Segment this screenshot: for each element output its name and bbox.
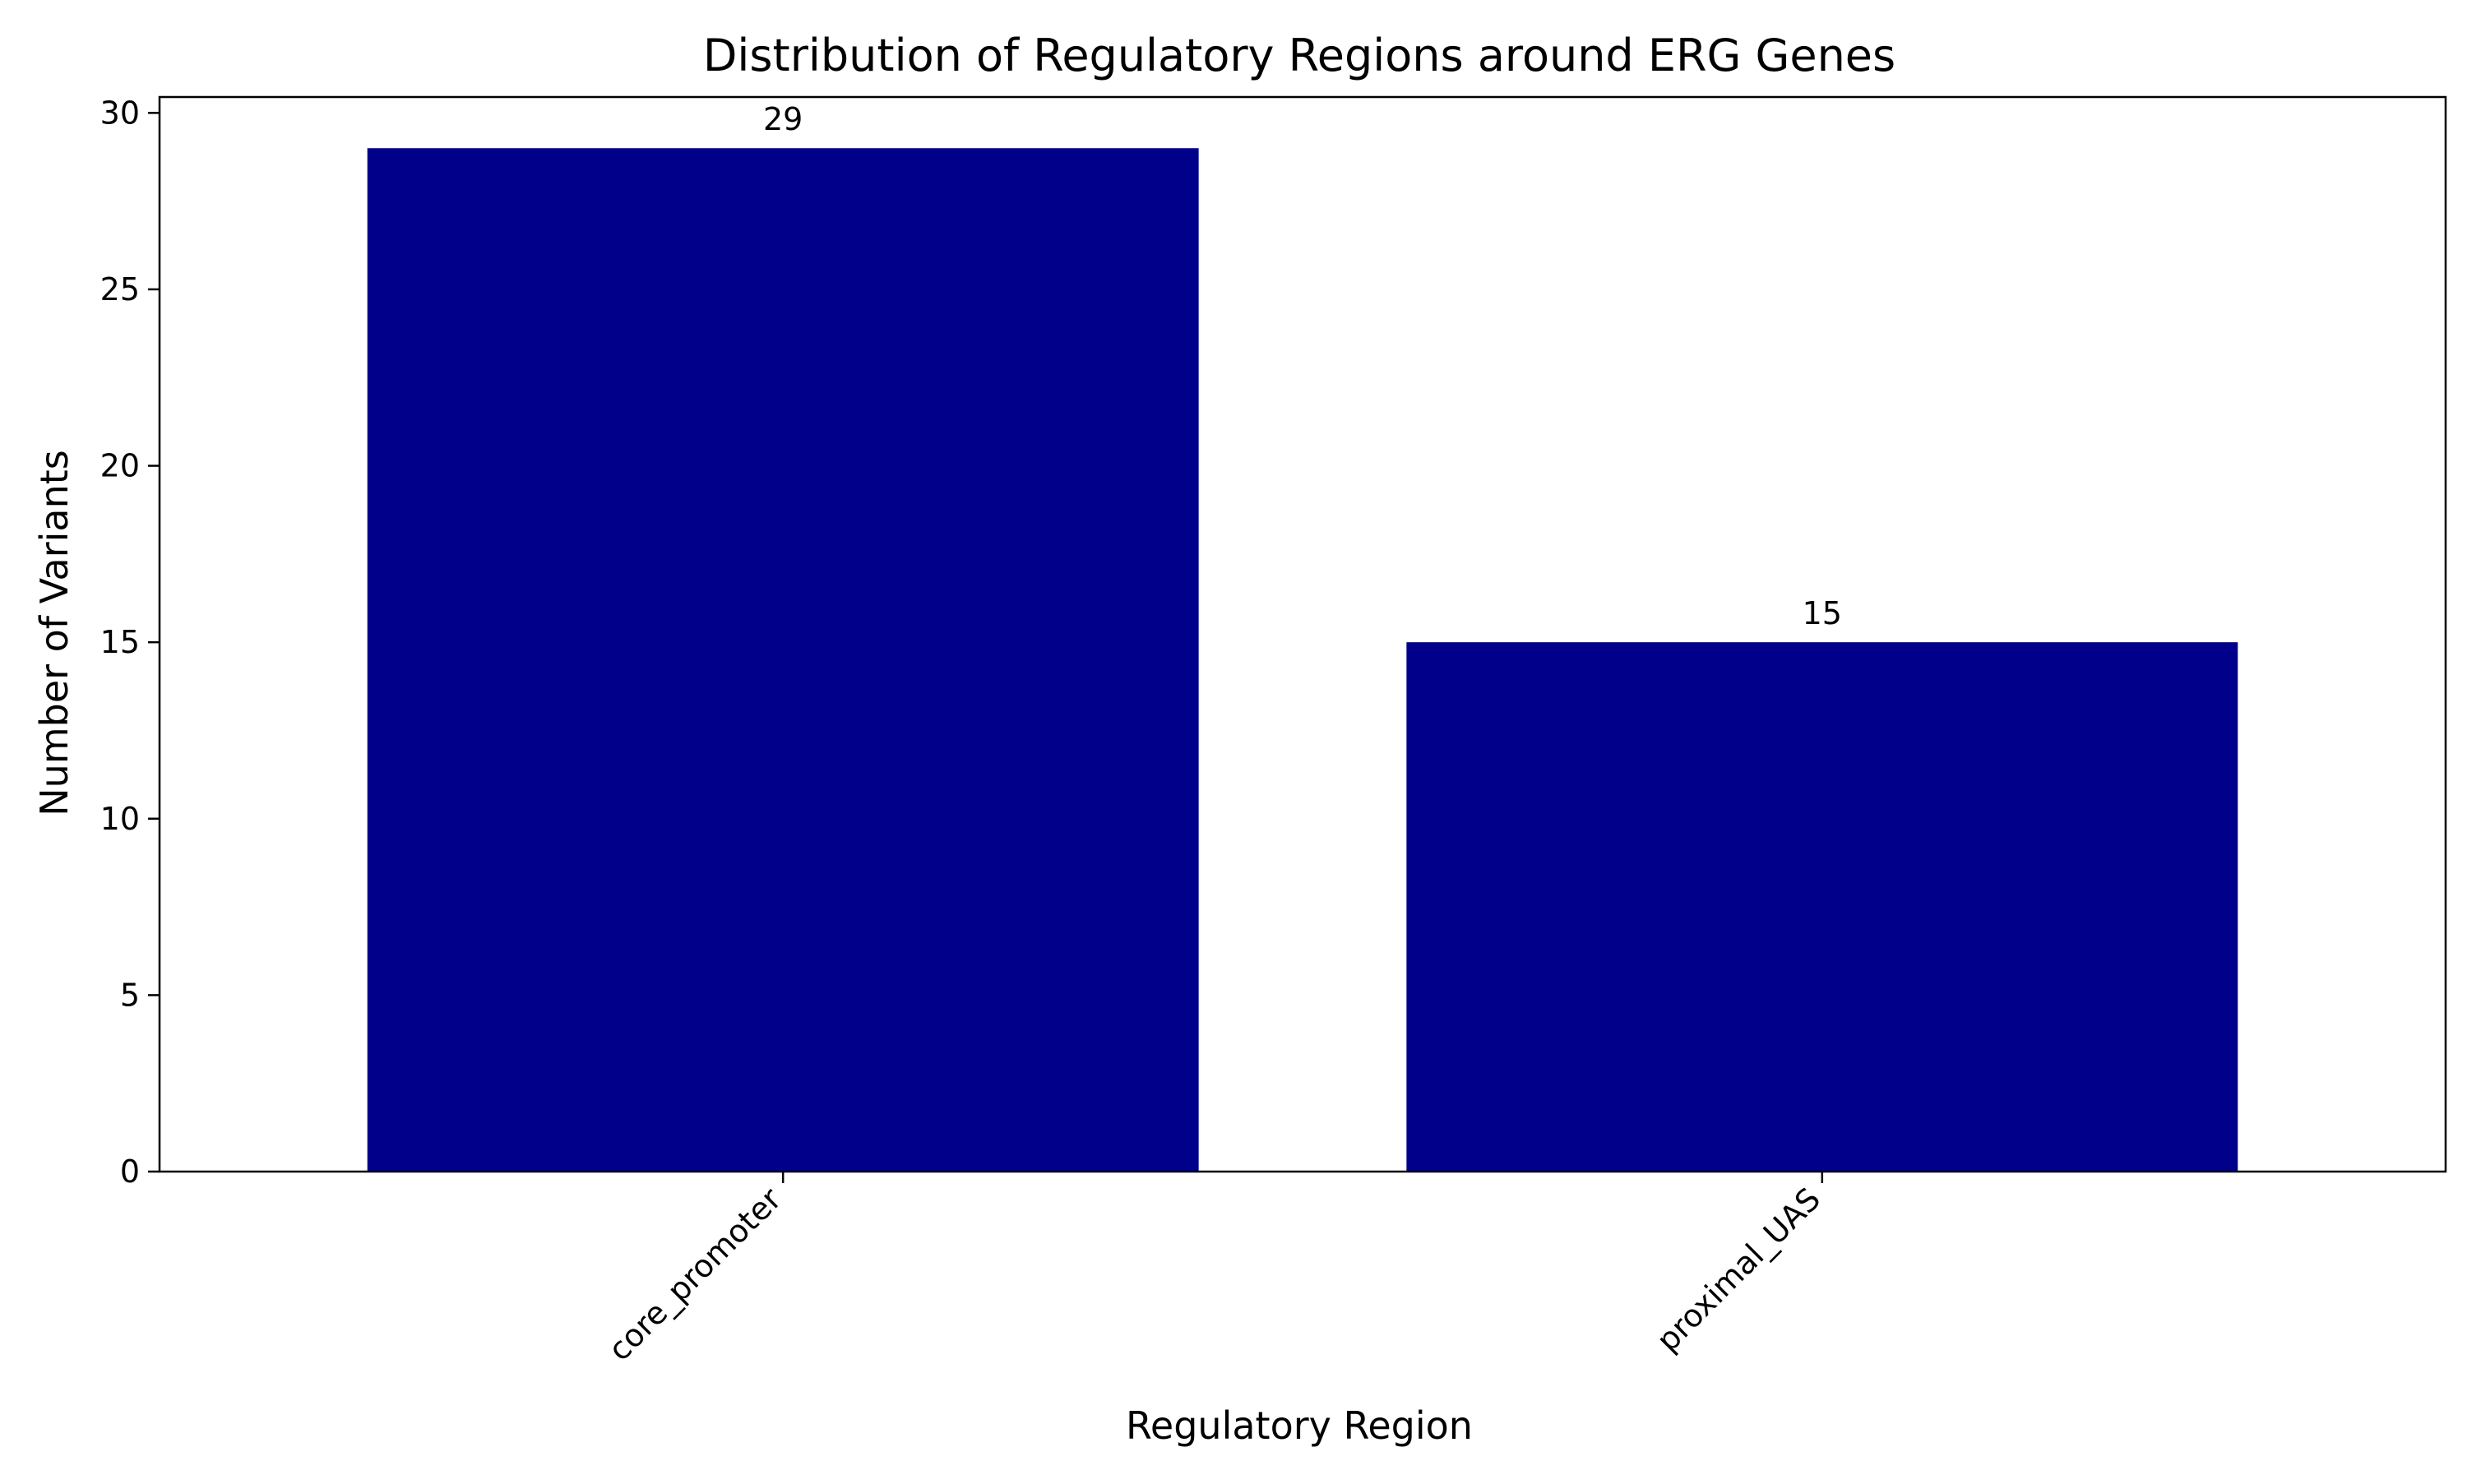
y-tick-label: 25 bbox=[100, 271, 140, 307]
y-tick-label: 0 bbox=[120, 1153, 140, 1190]
data-labels-group: 29 15 bbox=[763, 101, 1842, 631]
y-tick-label: 20 bbox=[100, 448, 140, 484]
y-tick-label: 30 bbox=[100, 95, 140, 131]
y-tick-label: 15 bbox=[100, 624, 140, 660]
x-axis-label: Regulatory Region bbox=[1126, 1403, 1473, 1448]
bar-value-label: 29 bbox=[763, 101, 803, 137]
bar-core_promoter bbox=[367, 148, 1199, 1172]
y-tick-label: 10 bbox=[100, 801, 140, 837]
bar-value-label: 15 bbox=[1803, 595, 1842, 631]
bar-proximal_UAS bbox=[1406, 642, 2238, 1172]
chart-title: Distribution of Regulatory Regions aroun… bbox=[703, 30, 1895, 81]
bars-group bbox=[367, 148, 2238, 1172]
y-tick-label: 5 bbox=[120, 977, 140, 1013]
y-axis-ticks: 0 5 10 15 20 25 30 bbox=[100, 95, 160, 1190]
plot-area-frame bbox=[158, 95, 2447, 1173]
y-axis-label: Number of Variants bbox=[32, 450, 76, 816]
